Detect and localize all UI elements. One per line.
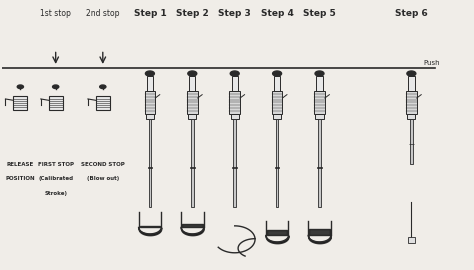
FancyBboxPatch shape (187, 91, 198, 114)
FancyBboxPatch shape (13, 96, 27, 110)
Text: Step 6: Step 6 (395, 9, 428, 18)
Text: RELEASE: RELEASE (7, 162, 34, 167)
FancyBboxPatch shape (276, 119, 278, 207)
FancyBboxPatch shape (148, 167, 152, 168)
FancyBboxPatch shape (146, 114, 154, 119)
FancyBboxPatch shape (190, 167, 194, 168)
Text: POSITION: POSITION (6, 176, 35, 181)
FancyBboxPatch shape (316, 114, 324, 119)
FancyBboxPatch shape (408, 237, 415, 243)
FancyBboxPatch shape (233, 119, 236, 207)
Text: 2nd stop: 2nd stop (86, 9, 119, 18)
Text: SECOND STOP: SECOND STOP (81, 162, 125, 167)
Text: Step 3: Step 3 (219, 9, 251, 18)
Circle shape (188, 71, 197, 76)
FancyBboxPatch shape (314, 91, 325, 114)
Text: Step 4: Step 4 (261, 9, 293, 18)
FancyBboxPatch shape (316, 76, 323, 91)
FancyBboxPatch shape (408, 76, 414, 91)
FancyBboxPatch shape (275, 167, 279, 168)
FancyBboxPatch shape (318, 119, 321, 207)
FancyBboxPatch shape (189, 76, 195, 91)
Text: (Blow out): (Blow out) (87, 176, 119, 181)
FancyBboxPatch shape (274, 76, 280, 91)
FancyBboxPatch shape (96, 96, 110, 110)
Circle shape (53, 85, 59, 89)
FancyBboxPatch shape (272, 91, 283, 114)
FancyBboxPatch shape (410, 119, 413, 164)
FancyBboxPatch shape (148, 119, 151, 207)
FancyBboxPatch shape (407, 114, 415, 119)
FancyBboxPatch shape (191, 119, 194, 207)
Text: Step 1: Step 1 (134, 9, 166, 18)
Circle shape (17, 85, 23, 89)
Text: FIRST STOP: FIRST STOP (38, 162, 73, 167)
Circle shape (146, 71, 155, 76)
FancyBboxPatch shape (232, 167, 237, 168)
FancyBboxPatch shape (406, 91, 417, 114)
FancyBboxPatch shape (273, 114, 281, 119)
Text: 1st stop: 1st stop (40, 9, 71, 18)
Text: (Calibrated: (Calibrated (38, 176, 73, 181)
Text: Push: Push (423, 60, 440, 66)
Circle shape (315, 71, 324, 76)
Text: Step 5: Step 5 (303, 9, 336, 18)
Circle shape (273, 71, 282, 76)
Text: Step 2: Step 2 (176, 9, 209, 18)
FancyBboxPatch shape (317, 167, 322, 168)
Text: Stroke): Stroke) (44, 191, 67, 196)
FancyBboxPatch shape (48, 96, 63, 110)
Circle shape (230, 71, 239, 76)
FancyBboxPatch shape (188, 114, 196, 119)
FancyBboxPatch shape (232, 76, 238, 91)
FancyBboxPatch shape (145, 91, 155, 114)
Circle shape (407, 71, 416, 76)
Circle shape (100, 85, 106, 89)
FancyBboxPatch shape (229, 91, 240, 114)
FancyBboxPatch shape (147, 76, 153, 91)
FancyBboxPatch shape (231, 114, 239, 119)
